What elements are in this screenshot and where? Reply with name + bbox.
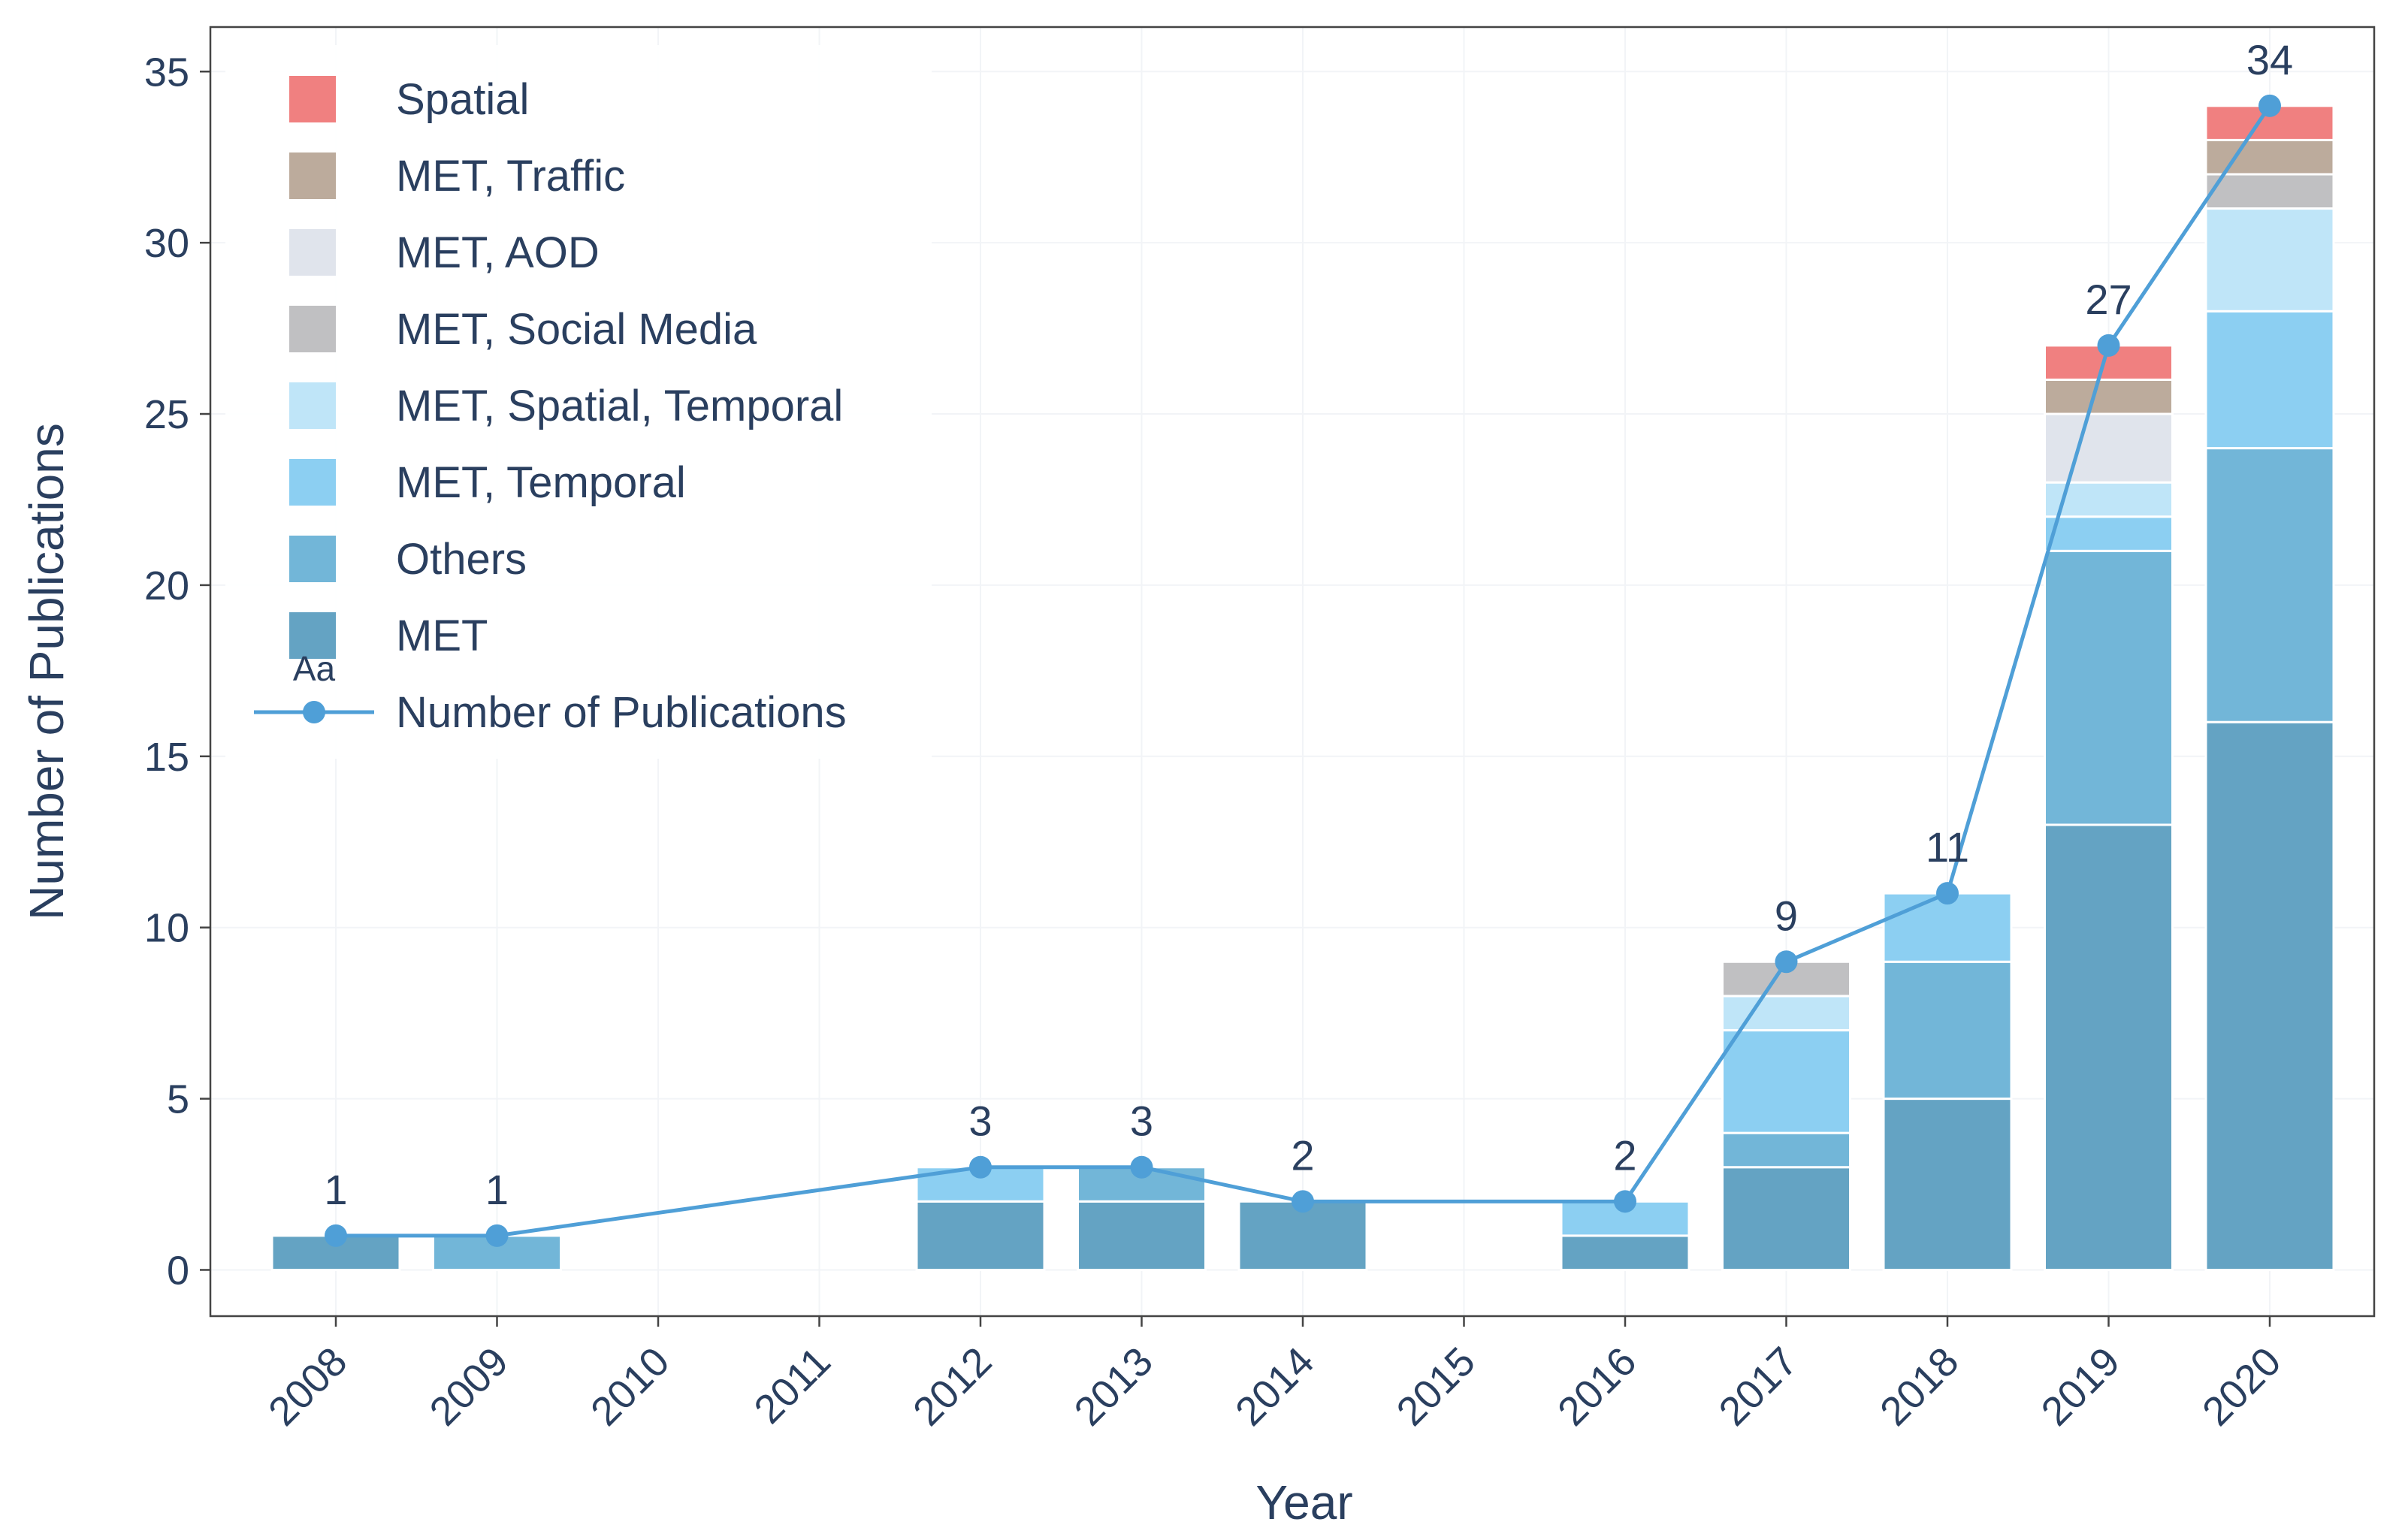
trend-point (969, 1155, 992, 1179)
bar-segment (1882, 892, 2013, 963)
y-axis-title: Number of Publications (20, 423, 74, 920)
legend-swatch (289, 382, 336, 429)
bar-segment (1721, 1028, 1851, 1134)
bar-segment (2204, 447, 2335, 723)
legend-swatch (289, 152, 336, 199)
bar-segment (2044, 481, 2174, 518)
data-label: 1 (324, 1166, 347, 1213)
x-tick-label: 2015 (1388, 1339, 1484, 1434)
y-tick-label: 0 (167, 1248, 189, 1293)
legend-label: MET (396, 611, 488, 660)
legend-label: MET, Temporal (396, 458, 686, 507)
trend-point (2258, 94, 2281, 117)
trend-line (336, 104, 2272, 1238)
data-label: 2 (1291, 1131, 1314, 1179)
bar-segment (2204, 207, 2335, 313)
x-tick-label: 2013 (1066, 1339, 1162, 1434)
x-tick-label: 2019 (2033, 1339, 2129, 1434)
bar-segment (2044, 412, 2174, 484)
legend-label: Number of Publications (396, 688, 847, 737)
y-tick-label: 35 (144, 50, 189, 95)
legend-text-marker: Aa (293, 649, 336, 688)
y-tick-label: 20 (144, 563, 189, 608)
data-label: 2 (1613, 1131, 1636, 1179)
y-tick-label: 25 (144, 392, 189, 437)
trend-point (1775, 950, 1798, 974)
legend-line-marker (303, 701, 325, 723)
trend-point (1614, 1190, 1636, 1213)
data-label: 3 (968, 1098, 992, 1145)
legend-swatch (289, 612, 336, 659)
x-tick-label: 2011 (745, 1339, 839, 1433)
legend-label: MET, AOD (396, 228, 600, 277)
x-tick-label: 2018 (1872, 1339, 1967, 1434)
trend-point (325, 1224, 347, 1247)
x-tick-label: 2014 (1227, 1339, 1322, 1434)
trend-point (485, 1224, 509, 1247)
bar-segment (1721, 1166, 1851, 1271)
stacked-bars (270, 104, 2335, 1271)
y-tick-label: 10 (144, 906, 189, 951)
trend-point (1130, 1155, 1153, 1179)
x-tick-label: 2020 (2194, 1339, 2289, 1434)
bar-segment (2044, 549, 2174, 826)
bar-segment (2204, 720, 2335, 1271)
data-label: 9 (1775, 892, 1798, 939)
y-tick-label: 5 (167, 1077, 189, 1122)
bar-segment (1560, 1234, 1690, 1271)
bar-segment (1077, 1200, 1207, 1271)
data-label: 34 (2246, 36, 2293, 83)
bar-segment (1237, 1200, 1368, 1271)
legend-swatch (289, 459, 336, 506)
bar-segment (2044, 823, 2174, 1271)
legend-swatch (289, 76, 336, 122)
x-axis-title: Year (1255, 1475, 1352, 1529)
x-tick-label: 2016 (1549, 1339, 1645, 1434)
trend-point (1936, 882, 1959, 905)
data-label: 3 (1130, 1098, 1153, 1145)
trend-point (1292, 1190, 1314, 1213)
data-label: 11 (1926, 823, 1969, 871)
bar-segment (2204, 310, 2335, 450)
x-tick-label: 2010 (582, 1339, 678, 1434)
bar-segment (915, 1200, 1046, 1271)
bar-segment (2044, 515, 2174, 552)
x-tick-label: 2012 (905, 1339, 1000, 1434)
legend-swatch (289, 306, 336, 352)
bar-segment (1882, 960, 2013, 1101)
legend-label: MET, Social Media (396, 305, 757, 354)
plot-frame (209, 26, 2376, 1318)
legend-label: Others (396, 535, 527, 584)
legend-swatch (289, 536, 336, 582)
data-label: 27 (2085, 276, 2132, 323)
legend-label: Spatial (396, 75, 529, 124)
legend: Spatial MET, Traffic MET, AOD MET, Social M… (225, 45, 932, 759)
y-tick-label: 15 (144, 735, 189, 780)
bar-segment (2204, 173, 2335, 210)
trend-point (2097, 334, 2120, 357)
bar-segment (1882, 1098, 2013, 1271)
legend-swatch (289, 229, 336, 276)
bar-segment (2044, 378, 2174, 415)
legend-background (225, 45, 932, 759)
x-tick-label: 2017 (1711, 1339, 1806, 1434)
legend-label: MET, Traffic (396, 152, 625, 201)
legend-label: MET, Spatial, Temporal (396, 382, 843, 430)
bar-segment (1721, 1131, 1851, 1169)
y-tick-label: 30 (144, 221, 189, 266)
data-label: 1 (485, 1166, 509, 1213)
x-tick-label: 2008 (260, 1339, 355, 1434)
x-tick-label: 2009 (421, 1339, 517, 1434)
